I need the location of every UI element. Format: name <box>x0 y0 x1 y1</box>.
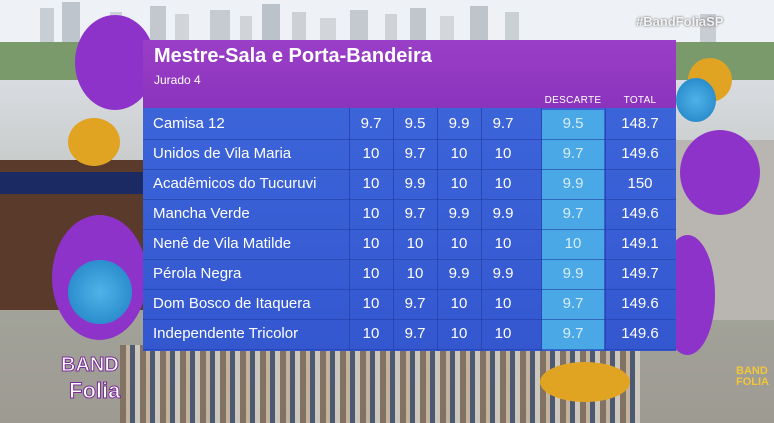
judge-score: 9.9 <box>404 175 426 192</box>
team-name: Camisa 12 <box>153 115 225 132</box>
judge-score: 10 <box>450 325 468 342</box>
table-row: Mancha Verde 10 9.7 9.9 9.9 9.7 149.6 <box>143 200 676 230</box>
judge-score: 9.9 <box>448 265 470 282</box>
judge-score: 10 <box>362 175 380 192</box>
judge-score: 9.9 <box>448 115 470 132</box>
team-name: Pérola Negra <box>153 265 242 282</box>
judge-score: 10 <box>494 145 512 162</box>
discarded-score: 9.7 <box>542 200 604 230</box>
scoreboard-rows: Camisa 12 9.7 9.5 9.9 9.7 9.5 148.7 Unidos de V… <box>143 108 676 351</box>
scoreboard-header: Mestre-Sala e Porta-Bandeira Jurado 4 DE… <box>143 40 676 108</box>
total-score: 149.6 <box>621 145 659 162</box>
total-score: 150 <box>627 175 653 192</box>
team-name: Independente Tricolor <box>153 325 299 342</box>
team-name: Mancha Verde <box>153 205 250 222</box>
total-score: 148.7 <box>621 115 659 132</box>
blue-sequin-ball-left <box>68 260 132 324</box>
total-header: TOTAL <box>623 95 657 106</box>
judge-score: 10 <box>362 325 380 342</box>
discarded-score: 10 <box>542 230 604 260</box>
blue-sequin-ball-right <box>676 78 716 122</box>
judge-score: 10 <box>494 325 512 342</box>
judge-score: 10 <box>450 145 468 162</box>
judge-score: 10 <box>362 145 380 162</box>
scoreboard-panel: Mestre-Sala e Porta-Bandeira Jurado 4 DE… <box>143 40 676 351</box>
judge-score: 10 <box>494 235 512 252</box>
judge-score: 9.9 <box>492 265 514 282</box>
purple-shape-right <box>680 130 760 215</box>
judge-score: 9.7 <box>360 115 382 132</box>
discarded-score: 9.7 <box>542 290 604 320</box>
total-score: 149.6 <box>621 205 659 222</box>
judge-score: 10 <box>362 205 380 222</box>
judge-score: 9.7 <box>492 115 514 132</box>
judge-score: 10 <box>450 295 468 312</box>
judge-score: 10 <box>494 295 512 312</box>
judge-score: 10 <box>362 295 380 312</box>
total-score: 149.1 <box>621 235 659 252</box>
hashtag-watermark: #BandFoliaSP <box>636 14 724 29</box>
judge-score: 10 <box>450 175 468 192</box>
discarded-score: 9.7 <box>542 320 604 350</box>
discarded-score: 9.9 <box>542 170 604 200</box>
judge-score: 10 <box>450 235 468 252</box>
table-row: Unidos de Vila Maria 10 9.7 10 10 9.7 149.6 <box>143 140 676 170</box>
judge-score: 9.7 <box>404 295 426 312</box>
judge-label: Jurado 4 <box>154 73 201 87</box>
judge-score: 9.5 <box>404 115 426 132</box>
total-score: 149.7 <box>621 265 659 282</box>
purple-shape-left-top <box>75 15 155 110</box>
gold-shape-bottom <box>540 362 630 402</box>
judge-score: 10 <box>494 175 512 192</box>
discarded-score: 9.7 <box>542 140 604 170</box>
judge-score: 10 <box>406 265 424 282</box>
discarded-score: 9.9 <box>542 260 604 290</box>
judge-score: 9.9 <box>492 205 514 222</box>
total-score: 149.6 <box>621 325 659 342</box>
judge-score: 9.7 <box>404 145 426 162</box>
judge-score: 10 <box>362 265 380 282</box>
bandfolia-logo-small: BAND FOLIA <box>736 365 769 388</box>
team-name: Dom Bosco de Itaquera <box>153 295 311 312</box>
team-name: Acadêmicos do Tucuruvi <box>153 175 317 192</box>
table-row: Nenê de Vila Matilde 10 10 10 10 10 149.1 <box>143 230 676 260</box>
table-row: Independente Tricolor 10 9.7 10 10 9.7 149.6 <box>143 320 676 350</box>
judge-score: 9.7 <box>404 325 426 342</box>
total-score: 149.6 <box>621 295 659 312</box>
discarded-score: 9.5 <box>542 110 604 140</box>
judge-score: 10 <box>406 235 424 252</box>
table-row: Acadêmicos do Tucuruvi 10 9.9 10 10 9.9 150 <box>143 170 676 200</box>
team-name: Unidos de Vila Maria <box>153 145 292 162</box>
bandfolia-logo: BAND Folia <box>61 354 121 404</box>
judge-score: 9.7 <box>404 205 426 222</box>
gold-shape-left <box>68 118 120 166</box>
table-row: Camisa 12 9.7 9.5 9.9 9.7 9.5 148.7 <box>143 110 676 140</box>
table-row: Dom Bosco de Itaquera 10 9.7 10 10 9.7 149.6 <box>143 290 676 320</box>
scoreboard-title: Mestre-Sala e Porta-Bandeira <box>154 45 432 67</box>
judge-score: 10 <box>362 235 380 252</box>
judge-score: 9.9 <box>448 205 470 222</box>
table-row: Pérola Negra 10 10 9.9 9.9 9.9 149.7 <box>143 260 676 290</box>
descarte-header: DESCARTE <box>544 95 602 106</box>
team-name: Nenê de Vila Matilde <box>153 235 292 252</box>
